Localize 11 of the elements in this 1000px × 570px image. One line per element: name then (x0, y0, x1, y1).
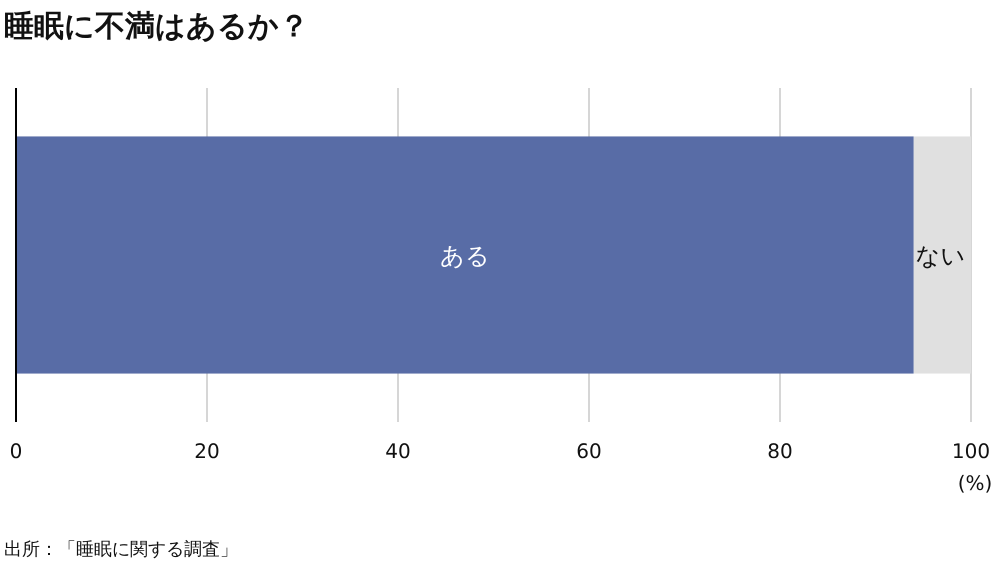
x-tick-label: 60 (576, 439, 602, 463)
text: 出所：「睡眠に関する調査」 (4, 539, 238, 560)
x-tick-label: 0 (10, 439, 22, 463)
chart-title: 睡眠に不満はあるか？ (4, 9, 309, 44)
series-label: ない (915, 242, 966, 270)
x-axis-title: (%) (958, 471, 992, 495)
x-tick-label: 40 (385, 439, 411, 463)
series-label: ある (440, 242, 490, 270)
x-tick-label: 80 (767, 439, 793, 463)
x-tick-label: 20 (194, 439, 220, 463)
x-tick-label: 100 (952, 439, 990, 463)
